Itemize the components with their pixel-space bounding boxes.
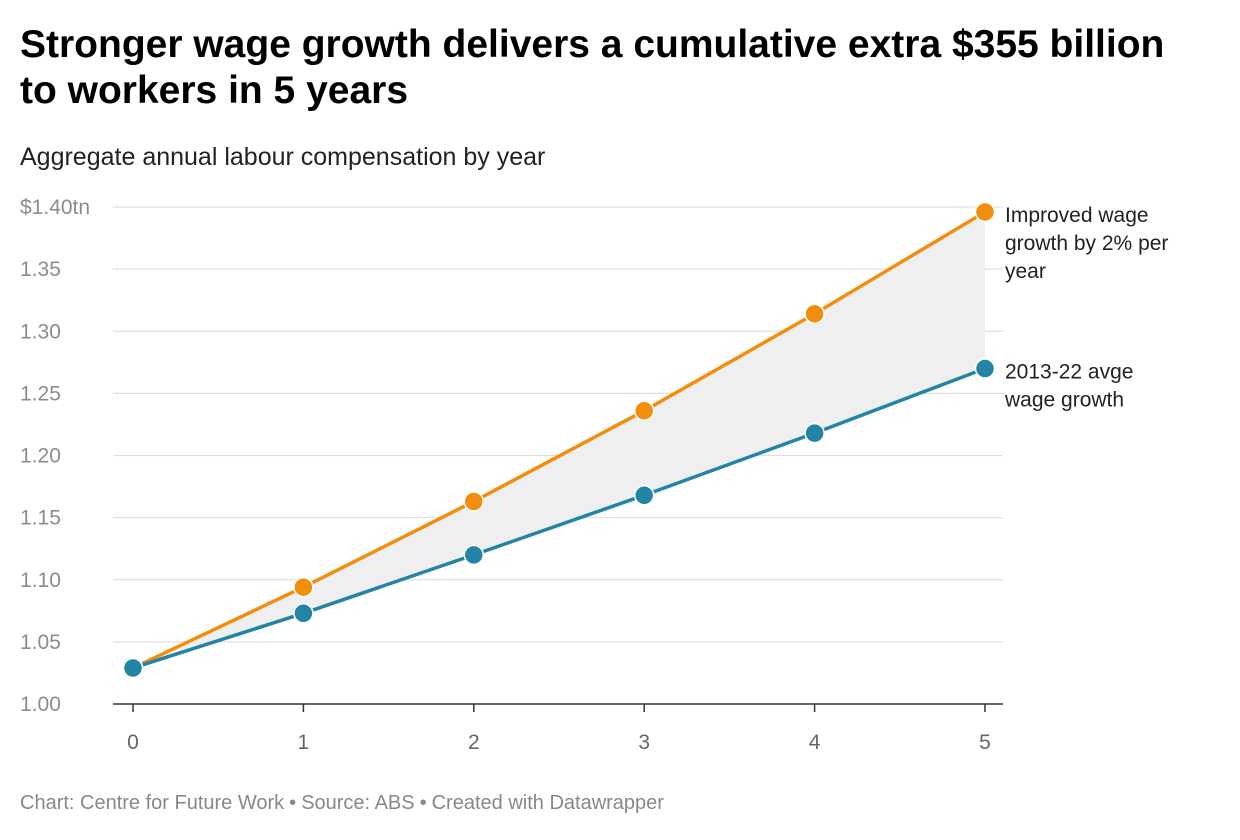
chart-credit: Chart: Centre for Future Work — [20, 792, 285, 814]
improved-wage-growth-label-line: Improved wage — [1005, 204, 1149, 227]
grid-layer: 1.00 1.05 1.10 1.15 1.20 1.25 1.30 1.35 $1.40tn 0… — [20, 196, 1003, 754]
chart-subtitle: Aggregate annual labour compensation by … — [20, 143, 546, 171]
x-tick-label: 5 — [979, 731, 991, 754]
improved-wage-growth-point — [463, 491, 485, 512]
average-wage-growth-point — [122, 657, 144, 679]
point-layer — [122, 201, 996, 679]
improved-wage-growth-line — [131, 210, 987, 670]
line-chart: 1.00 1.05 1.10 1.15 1.20 1.25 1.30 1.35 $1.40tn 0… — [20, 196, 1168, 754]
improved-wage-growth-label-line: year — [1005, 260, 1046, 283]
footer-separator: • — [289, 792, 297, 814]
chart-source: Source: ABS — [301, 792, 415, 814]
average-wage-growth-label: 2013-22 avge wage growth — [1004, 361, 1133, 412]
area-layer — [133, 211, 985, 668]
y-tick-label: 1.00 — [20, 693, 61, 716]
y-tick-label: 1.20 — [20, 445, 61, 468]
x-tick-label: 1 — [298, 731, 310, 754]
chart-title: Stronger wage growth delivers a cumulati… — [20, 23, 1165, 112]
average-wage-growth-label-line: wage growth — [1004, 389, 1124, 412]
label-layer: Improved wage growth by 2% per year 2013-22… — [1004, 204, 1168, 412]
average-wage-growth-point — [293, 603, 314, 624]
improved-wage-growth-label: Improved wage growth by 2% per year — [1005, 204, 1168, 283]
line-layer — [131, 210, 987, 670]
average-wage-growth-label-line: 2013-22 avge — [1005, 361, 1133, 384]
x-tick-label: 0 — [127, 731, 139, 754]
y-tick-label: 1.30 — [20, 320, 61, 343]
y-tick-label: 1.05 — [20, 631, 61, 654]
y-tick-label: 1.15 — [20, 507, 61, 530]
y-tick-label: $1.40tn — [20, 196, 90, 219]
average-wage-growth-line — [131, 366, 987, 670]
average-wage-growth-point — [974, 358, 996, 379]
gap-shaded-area — [133, 211, 985, 668]
footer-separator: • — [419, 792, 427, 814]
x-tick-label: 2 — [468, 731, 480, 754]
improved-wage-growth-label-line: growth by 2% per — [1005, 232, 1168, 255]
x-tick-label: 3 — [638, 731, 650, 754]
created-with: Created with Datawrapper — [431, 792, 664, 814]
average-wage-growth-point — [633, 485, 655, 506]
improved-wage-growth-point — [633, 400, 655, 422]
improved-wage-growth-point — [974, 201, 996, 223]
average-wage-growth-point — [463, 544, 485, 566]
average-wage-growth-point — [804, 422, 825, 444]
chart-footer: Chart: Centre for Future Work • Source: AB… — [20, 792, 664, 815]
y-tick-label: 1.35 — [20, 258, 61, 281]
y-tick-label: 1.25 — [20, 382, 61, 405]
improved-wage-growth-point — [804, 303, 825, 325]
improved-wage-growth-point — [293, 576, 314, 598]
y-tick-label: 1.10 — [20, 569, 61, 592]
x-tick-label: 4 — [809, 731, 821, 754]
